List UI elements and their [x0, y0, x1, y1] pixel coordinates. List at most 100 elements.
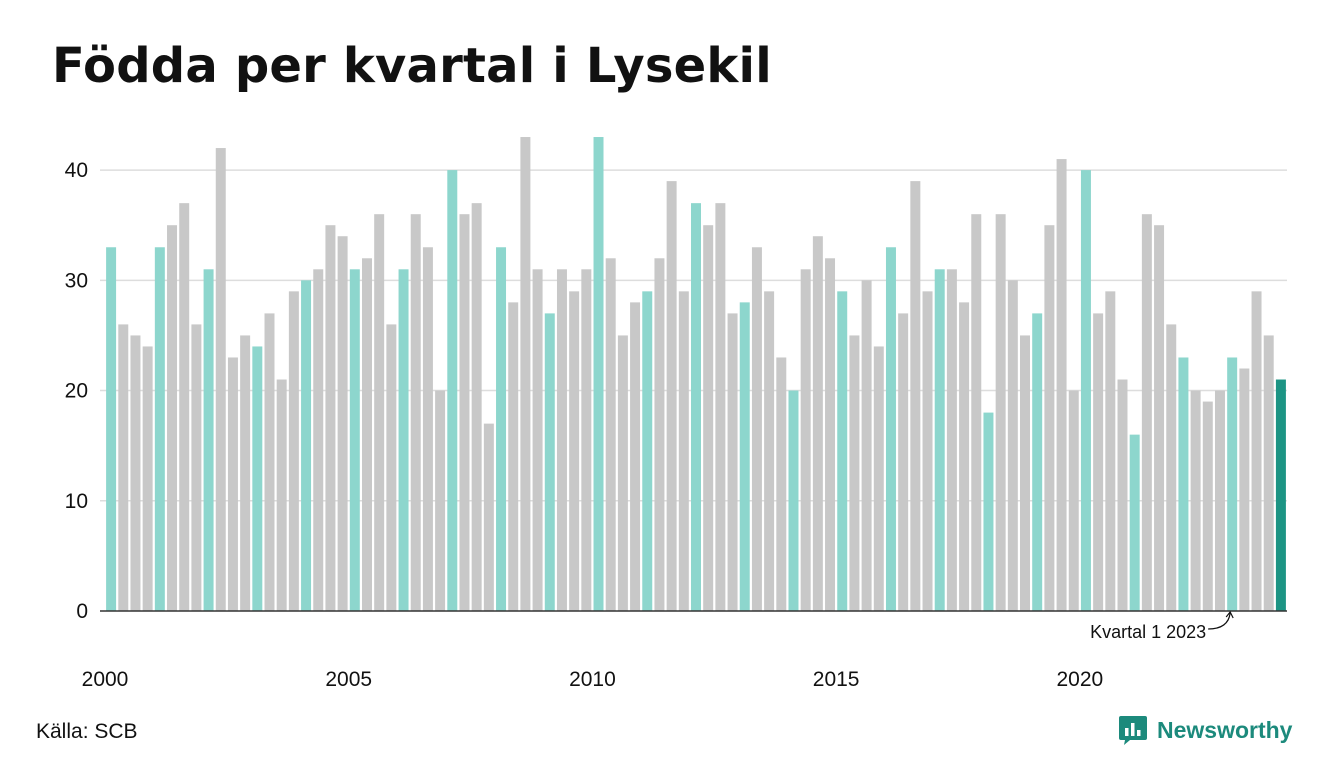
bar — [240, 335, 251, 611]
y-tick-label: 10 — [65, 490, 88, 513]
bar — [459, 214, 470, 611]
bar — [349, 269, 360, 611]
bar — [739, 302, 750, 611]
bar — [167, 225, 178, 612]
bar — [1251, 291, 1262, 611]
bar — [1275, 379, 1286, 611]
bar — [1020, 335, 1031, 611]
axes: 0 10 20 30 40 2000 2005 2010 2015 2020 — [65, 159, 1287, 691]
bar — [995, 214, 1006, 611]
y-tick-label: 30 — [65, 269, 88, 292]
bar-chart: 0 10 20 30 40 2000 2005 2010 2015 2020 Kvartal 1 … — [65, 137, 1287, 691]
bar — [1007, 280, 1018, 611]
bars — [106, 137, 1286, 612]
y-tick-label: 20 — [65, 380, 88, 403]
bar — [885, 247, 896, 611]
bar — [837, 291, 848, 611]
bar — [203, 269, 214, 611]
brand-logo: Newsworthy — [1118, 714, 1292, 746]
page-title: Födda per kvartal i Lysekil — [52, 38, 772, 94]
bar — [483, 423, 494, 611]
bar — [142, 346, 153, 611]
bar — [1117, 379, 1128, 611]
bar — [556, 269, 567, 611]
bar — [422, 247, 433, 611]
bar — [386, 324, 397, 611]
bar — [1227, 357, 1238, 611]
bar — [118, 324, 129, 611]
bar — [276, 379, 287, 611]
bar — [617, 335, 628, 611]
bar — [508, 302, 519, 611]
bar — [435, 390, 446, 611]
bar — [971, 214, 982, 611]
bar — [666, 181, 677, 611]
bar — [1044, 225, 1055, 612]
bar — [447, 170, 458, 611]
bar — [179, 203, 190, 611]
bar — [910, 181, 921, 611]
source-note: Källa: SCB — [36, 720, 138, 743]
bar — [1068, 390, 1079, 611]
bar — [825, 258, 836, 611]
bar — [959, 302, 970, 611]
bar — [130, 335, 141, 611]
bar — [252, 346, 263, 611]
bar — [1214, 390, 1225, 611]
bar — [1239, 368, 1250, 611]
bar — [410, 214, 421, 611]
annotation-arrow — [1208, 612, 1231, 630]
bar — [337, 236, 348, 611]
bar — [849, 335, 860, 611]
annotation-label: Kvartal 1 2023 — [1090, 622, 1206, 642]
bar — [812, 236, 823, 611]
bar — [642, 291, 653, 611]
bar — [678, 291, 689, 611]
bar — [1190, 390, 1201, 611]
bar — [1080, 170, 1091, 611]
bar — [398, 269, 409, 611]
bar — [593, 137, 604, 612]
bar — [691, 203, 701, 611]
bar — [544, 313, 555, 611]
bar — [873, 346, 884, 611]
bar — [581, 269, 592, 611]
bar — [520, 137, 531, 612]
bar — [313, 269, 324, 611]
x-tick-label: 2020 — [1056, 668, 1103, 691]
x-tick-label: 2000 — [82, 668, 129, 691]
bar — [1032, 313, 1043, 611]
bar — [898, 313, 909, 611]
bar — [654, 258, 665, 611]
bar — [1202, 401, 1213, 611]
x-tick-label: 2010 — [569, 668, 616, 691]
y-tick-label: 0 — [76, 600, 88, 623]
annotation-arrowhead — [1225, 610, 1234, 619]
bar — [1129, 434, 1140, 611]
bar — [764, 291, 775, 611]
brand-name: Newsworthy — [1157, 716, 1293, 743]
bar — [1166, 324, 1177, 611]
bar — [922, 291, 933, 611]
bar — [496, 247, 507, 611]
bar — [1056, 159, 1067, 611]
y-tick-label: 40 — [65, 159, 88, 182]
bar — [630, 302, 641, 611]
bar — [934, 269, 945, 611]
bar — [788, 390, 799, 611]
bar — [727, 313, 738, 611]
bar — [605, 258, 616, 611]
bar — [191, 324, 202, 611]
bar — [532, 269, 543, 611]
bar — [861, 280, 872, 611]
bar — [288, 291, 299, 611]
bar — [325, 225, 336, 612]
bar — [751, 247, 762, 611]
bar — [227, 357, 238, 611]
bar — [703, 225, 714, 612]
bar — [264, 313, 275, 611]
bar — [154, 247, 165, 611]
bar — [1154, 225, 1165, 612]
annotation: Kvartal 1 2023 — [1090, 610, 1234, 642]
bar — [569, 291, 580, 611]
